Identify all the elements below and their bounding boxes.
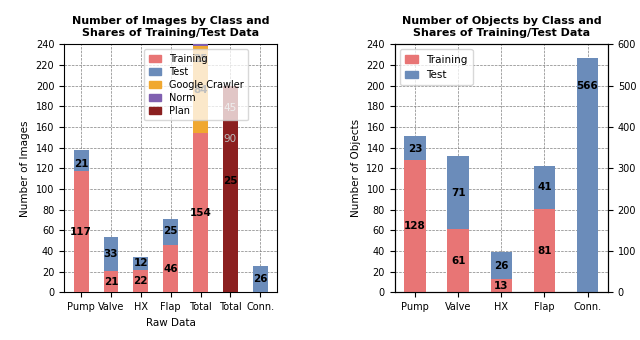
Bar	[133, 270, 148, 292]
Bar	[193, 20, 208, 46]
Text: 21: 21	[104, 277, 118, 287]
Text: 21: 21	[74, 159, 88, 169]
Title: Number of Objects by Class and
Shares of Training/Test Data: Number of Objects by Class and Shares of…	[401, 16, 601, 38]
Text: 13: 13	[494, 281, 509, 291]
Text: 90: 90	[224, 134, 237, 144]
Text: 41: 41	[537, 182, 552, 192]
Bar	[74, 171, 88, 292]
Bar	[223, 86, 238, 292]
Text: 25: 25	[223, 176, 237, 186]
Text: 23: 23	[408, 144, 422, 154]
Bar	[104, 271, 118, 292]
Text: 46: 46	[163, 264, 178, 274]
Bar	[404, 160, 426, 292]
Text: 12: 12	[134, 258, 148, 269]
Legend: Training, Test, Google Crawler, Norm, Plan: Training, Test, Google Crawler, Norm, Pl…	[144, 49, 248, 120]
Bar	[490, 252, 512, 279]
Bar	[104, 237, 118, 271]
Text: 61: 61	[451, 256, 465, 266]
Text: 71: 71	[451, 188, 465, 198]
Text: 45: 45	[224, 103, 237, 113]
Bar	[163, 219, 178, 245]
Bar	[404, 136, 426, 160]
Y-axis label: Number of Objects: Number of Objects	[351, 119, 361, 217]
Title: Number of Images by Class and
Shares of Training/Test Data: Number of Images by Class and Shares of …	[72, 16, 269, 38]
Text: 26: 26	[494, 260, 509, 271]
X-axis label: Raw Data: Raw Data	[146, 318, 196, 328]
Bar	[74, 150, 88, 171]
Bar	[253, 266, 268, 292]
Text: 81: 81	[537, 246, 552, 256]
Bar	[193, 46, 208, 133]
Text: 26: 26	[253, 274, 268, 284]
Text: 84: 84	[193, 85, 208, 95]
Bar	[534, 209, 556, 292]
Bar	[490, 279, 512, 292]
Bar	[534, 166, 556, 209]
Text: 154: 154	[189, 208, 211, 218]
Bar	[447, 156, 469, 229]
Bar	[223, 86, 238, 292]
Text: 25: 25	[163, 226, 178, 236]
Bar	[447, 229, 469, 292]
Bar	[133, 257, 148, 270]
Legend: Training, Test: Training, Test	[400, 49, 472, 85]
Bar	[193, 133, 208, 292]
Bar	[223, 132, 238, 292]
Y-axis label: Number of Images: Number of Images	[20, 120, 30, 217]
Bar	[163, 245, 178, 292]
Text: 25: 25	[193, 54, 208, 64]
Text: 22: 22	[134, 276, 148, 286]
Text: 566: 566	[577, 81, 598, 91]
Bar	[577, 58, 598, 292]
Text: 128: 128	[404, 221, 426, 231]
Text: 117: 117	[70, 227, 92, 237]
Text: 33: 33	[104, 249, 118, 259]
